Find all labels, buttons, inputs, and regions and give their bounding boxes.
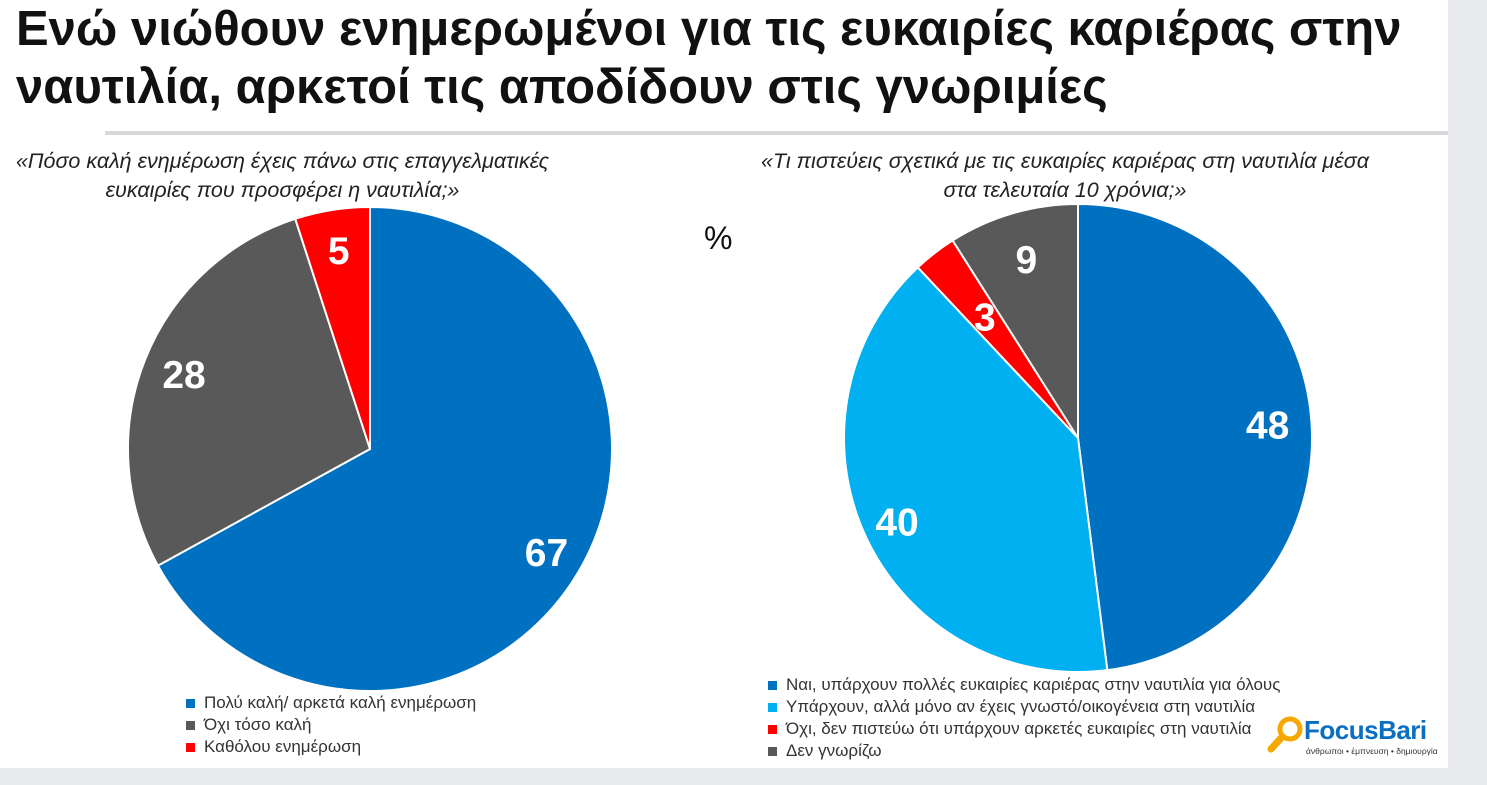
legend-label: Υπάρχουν, αλλά μόνο αν έχεις γνωστό/οικο… xyxy=(786,697,1256,716)
slide: Ενώ νιώθουν ενημερωμένοι για τις ευκαιρί… xyxy=(0,0,1448,768)
legend-item: Όχι τόσο καλή xyxy=(186,714,476,736)
legend-item: Ναι, υπάρχουν πολλές ευκαιρίες καριέρας … xyxy=(768,674,1280,696)
pie-slice-label: 40 xyxy=(875,502,918,545)
pie-slice xyxy=(156,205,613,692)
right-legend: Ναι, υπάρχουν πολλές ευκαιρίες καριέρας … xyxy=(768,674,1280,762)
left-legend: Πολύ καλή/ αρκετά καλή ενημέρωση Όχι τόσ… xyxy=(186,692,476,758)
pie-slice xyxy=(127,217,372,567)
legend-item: Πολύ καλή/ αρκετά καλή ενημέρωση xyxy=(186,692,476,714)
pie-slice xyxy=(843,266,1109,673)
legend-label: Ναι, υπάρχουν πολλές ευκαιρίες καριέρας … xyxy=(786,675,1281,694)
page-title: Ενώ νιώθουν ενημερωμένοι για τις ευκαιρί… xyxy=(16,2,1402,114)
legend-label: Δεν γνωρίζω xyxy=(786,741,882,760)
legend-item: Όχι, δεν πιστεύω ότι υπάρχουν αρκετές ευ… xyxy=(768,718,1280,740)
percent-unit-label: % xyxy=(704,220,733,256)
pie-slice-label: 5 xyxy=(328,230,350,273)
pie-slice-label: 67 xyxy=(525,532,568,575)
legend-swatch xyxy=(768,680,777,690)
pie-slice xyxy=(951,202,1079,442)
legend-item: Υπάρχουν, αλλά μόνο αν έχεις γνωστό/οικο… xyxy=(768,696,1280,718)
legend-label: Πολύ καλή/ αρκετά καλή ενημέρωση xyxy=(204,693,477,712)
legend-item: Δεν γνωρίζω xyxy=(768,740,1280,762)
legend-swatch xyxy=(768,746,777,756)
left-chart-title: «Πόσο καλή ενημέρωση έχεις πάνω στις επα… xyxy=(15,149,550,202)
legend-label: Καθόλου ενημέρωση xyxy=(204,737,362,756)
logo-wordmark: FocusBari xyxy=(1304,715,1427,745)
legend-swatch xyxy=(186,720,195,730)
pie-slice-label: 28 xyxy=(162,354,205,397)
right-pie-chart: 48 40 39 xyxy=(843,202,1313,673)
focusbari-logo: FocusBari άνθρωποι • έμπνευση • δημιουργ… xyxy=(1266,712,1446,762)
legend-label: Όχι τόσο καλή xyxy=(204,715,312,734)
left-pie-chart: 67 28 5 xyxy=(127,205,613,692)
title-divider xyxy=(105,131,1448,135)
legend-swatch xyxy=(768,724,777,734)
magnifier-icon xyxy=(1267,716,1303,753)
legend-item: Καθόλου ενημέρωση xyxy=(186,736,476,758)
logo-tagline: άνθρωποι • έμπνευση • δημιουργία xyxy=(1306,746,1438,756)
right-chart-title: «Τι πιστεύεις σχετικά με τις ευκαιρίες κ… xyxy=(760,149,1369,202)
pie-slice-label: 9 xyxy=(1016,239,1038,282)
legend-swatch xyxy=(186,742,195,752)
pie-slice xyxy=(293,205,371,450)
legend-swatch xyxy=(186,698,195,708)
legend-swatch xyxy=(768,702,777,712)
pie-slice-label: 3 xyxy=(974,296,996,339)
legend-label: Όχι, δεν πιστεύω ότι υπάρχουν αρκετές ευ… xyxy=(786,719,1252,738)
pie-slice xyxy=(1077,202,1313,672)
pie-slice-label: 48 xyxy=(1246,405,1289,448)
